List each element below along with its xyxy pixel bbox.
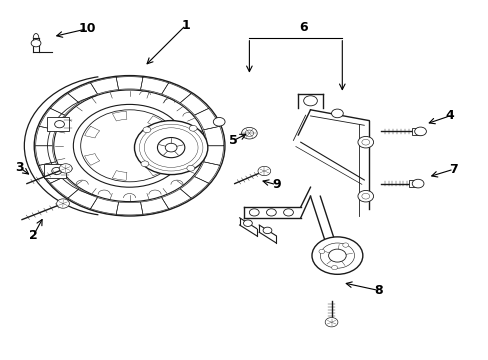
Text: 10: 10 bbox=[78, 22, 96, 35]
Bar bbox=[408, 180, 417, 187]
Bar bbox=[44, 164, 66, 178]
Circle shape bbox=[266, 209, 276, 216]
Circle shape bbox=[328, 249, 346, 262]
Circle shape bbox=[249, 209, 259, 216]
Text: 5: 5 bbox=[229, 134, 238, 147]
Circle shape bbox=[414, 127, 426, 136]
Text: 2: 2 bbox=[29, 229, 38, 242]
Circle shape bbox=[165, 143, 177, 152]
Circle shape bbox=[59, 164, 72, 173]
Circle shape bbox=[263, 227, 271, 234]
Text: 9: 9 bbox=[271, 178, 280, 191]
Circle shape bbox=[342, 243, 348, 247]
Circle shape bbox=[55, 121, 64, 128]
Circle shape bbox=[31, 40, 41, 47]
Text: 8: 8 bbox=[374, 284, 383, 297]
Circle shape bbox=[57, 199, 69, 208]
Circle shape bbox=[243, 220, 252, 226]
Text: 1: 1 bbox=[181, 19, 190, 32]
Circle shape bbox=[52, 167, 61, 175]
Circle shape bbox=[186, 165, 194, 171]
Text: 4: 4 bbox=[445, 109, 453, 122]
Circle shape bbox=[241, 127, 257, 139]
Circle shape bbox=[411, 179, 423, 188]
Text: 7: 7 bbox=[448, 163, 457, 176]
Circle shape bbox=[357, 136, 373, 148]
Circle shape bbox=[134, 121, 207, 175]
Circle shape bbox=[141, 161, 148, 167]
Bar bbox=[411, 128, 420, 135]
Circle shape bbox=[357, 190, 373, 202]
Circle shape bbox=[331, 109, 343, 118]
Circle shape bbox=[318, 249, 324, 253]
Text: 3: 3 bbox=[15, 161, 24, 174]
Bar bbox=[47, 117, 69, 131]
Circle shape bbox=[73, 104, 185, 187]
Circle shape bbox=[143, 127, 151, 133]
Circle shape bbox=[283, 209, 293, 216]
Circle shape bbox=[157, 138, 184, 158]
Circle shape bbox=[189, 125, 197, 131]
Circle shape bbox=[311, 237, 362, 274]
Circle shape bbox=[325, 318, 337, 327]
Circle shape bbox=[331, 265, 337, 270]
Text: 6: 6 bbox=[298, 21, 307, 33]
Circle shape bbox=[213, 117, 224, 126]
Circle shape bbox=[303, 96, 317, 106]
Circle shape bbox=[258, 166, 270, 176]
